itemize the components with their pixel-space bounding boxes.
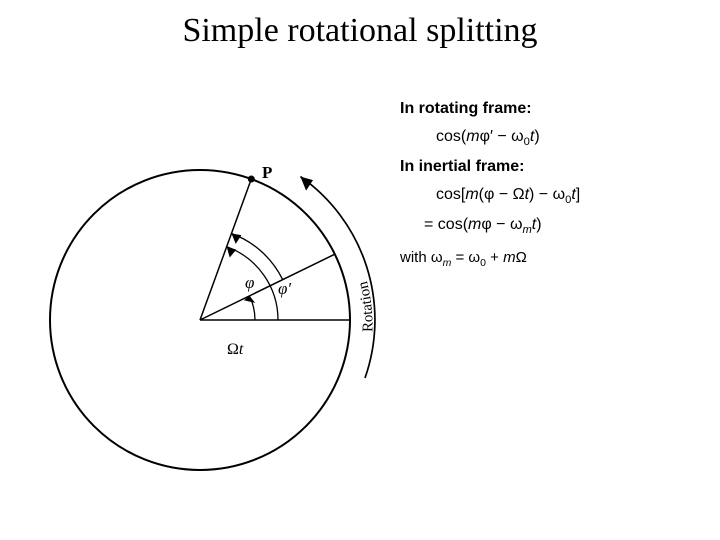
point-p-label: P	[262, 163, 272, 182]
label-omega-t: Ωt	[227, 341, 244, 358]
label-phi: φ	[245, 273, 254, 292]
rotation-arrow-head	[300, 177, 313, 191]
slide-title: Simple rotational splitting	[0, 12, 720, 50]
eq-rotating: cos(mφ′ − ω0t)	[436, 128, 700, 148]
eq-inertial-1: cos[m(φ − Ωt) − ω0t]	[436, 186, 700, 206]
rotation-diagram: P Ωt φ′ φ Rotation	[30, 120, 390, 520]
label-phi-prime: φ′	[278, 279, 291, 298]
equations-block: In rotating frame: cos(mφ′ − ω0t) In ine…	[400, 90, 700, 269]
eq-with: with ωm = ω0 + mΩ	[400, 249, 700, 269]
arc-phi-prime-arrow	[232, 234, 242, 244]
heading-rotating-frame: In rotating frame:	[400, 100, 700, 118]
with-prefix: with	[400, 249, 431, 266]
heading-inertial-frame: In inertial frame:	[400, 158, 700, 176]
eq-inertial-2: = cos(mφ − ωmt)	[424, 216, 700, 236]
with-equation: ωm = ω0 + mΩ	[431, 249, 527, 266]
arc-phi-arrow	[227, 247, 237, 258]
point-p-dot	[248, 176, 255, 183]
arc-phi-prime	[232, 234, 283, 280]
rotation-arrow-arc	[300, 177, 375, 378]
rotation-label: Rotation	[355, 279, 376, 332]
